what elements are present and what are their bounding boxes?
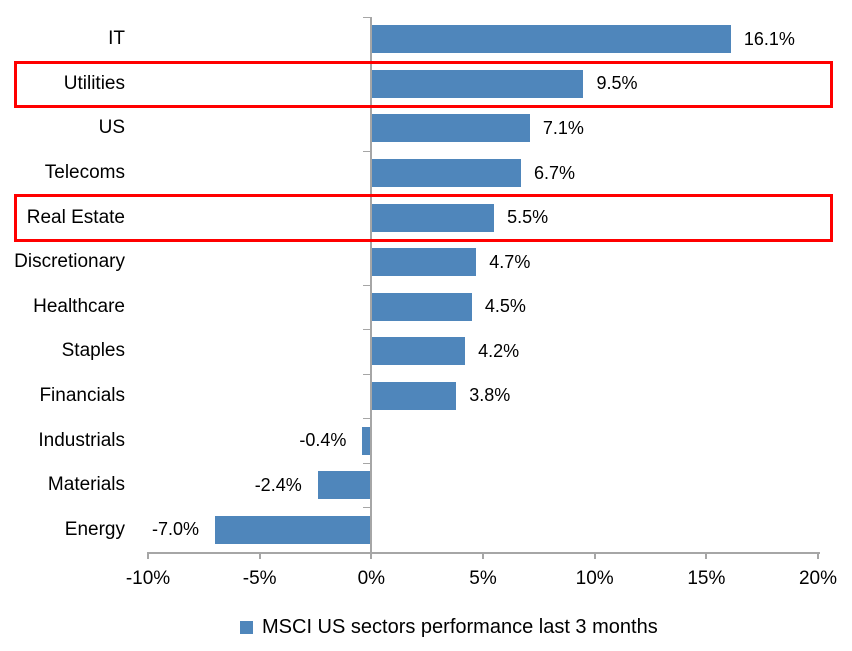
value-label: 3.8% bbox=[469, 385, 511, 406]
legend-marker-icon bbox=[240, 620, 253, 634]
x-axis-tick-label: 10% bbox=[575, 568, 614, 589]
category-label: Discretionary bbox=[14, 251, 125, 273]
value-label: 16.1% bbox=[743, 28, 795, 49]
bar bbox=[215, 515, 372, 544]
bar bbox=[371, 69, 584, 98]
category-label: Staples bbox=[61, 340, 125, 362]
x-axis-tick-label: 5% bbox=[469, 568, 497, 589]
value-label: 6.7% bbox=[533, 162, 575, 183]
y-axis-tick bbox=[363, 150, 372, 152]
chart-legend: MSCI US sectors performance last 3 month… bbox=[240, 615, 658, 639]
y-axis-tick bbox=[363, 329, 372, 331]
value-label: 4.2% bbox=[478, 340, 520, 361]
value-label: -0.4% bbox=[299, 430, 347, 451]
x-axis-tick-label: 0% bbox=[357, 568, 386, 589]
category-label: Telecoms bbox=[44, 162, 125, 184]
bar bbox=[371, 159, 521, 188]
bar bbox=[371, 381, 457, 410]
value-label: -7.0% bbox=[151, 519, 199, 540]
bar bbox=[371, 25, 731, 54]
category-label: US bbox=[98, 117, 125, 139]
y-axis-tick bbox=[363, 462, 372, 464]
x-axis-tick-label: 20% bbox=[798, 568, 838, 589]
x-axis-tick bbox=[147, 552, 149, 559]
value-label: 9.5% bbox=[596, 73, 638, 94]
x-axis-tick bbox=[817, 552, 819, 559]
bar bbox=[371, 292, 472, 321]
value-label: 4.5% bbox=[484, 296, 526, 317]
category-label: Healthcare bbox=[33, 295, 125, 317]
x-axis-tick-label: -5% bbox=[242, 568, 277, 589]
x-axis-tick-label: 15% bbox=[687, 568, 726, 589]
category-label: Utilities bbox=[63, 72, 125, 94]
x-axis-tick bbox=[370, 552, 373, 559]
highlight-box bbox=[14, 60, 833, 109]
x-axis-tick bbox=[482, 552, 484, 559]
y-axis-tick bbox=[363, 418, 372, 420]
bar bbox=[362, 426, 372, 455]
category-label: Materials bbox=[47, 474, 125, 496]
bar bbox=[371, 203, 495, 232]
bar bbox=[371, 337, 466, 366]
y-axis-line bbox=[370, 17, 373, 552]
bar bbox=[371, 248, 477, 277]
category-label: Energy bbox=[64, 518, 125, 540]
value-label: 5.5% bbox=[507, 207, 549, 228]
bar bbox=[371, 114, 530, 143]
highlight-box bbox=[14, 194, 833, 242]
y-axis-tick bbox=[363, 507, 372, 509]
value-label: 4.7% bbox=[489, 251, 531, 272]
x-axis-tick bbox=[705, 552, 708, 559]
category-label: Financials bbox=[39, 384, 125, 406]
y-axis-tick bbox=[363, 284, 372, 286]
legend-label: MSCI US sectors performance last 3 month… bbox=[262, 615, 658, 638]
value-label: -2.4% bbox=[254, 474, 302, 495]
category-label: Real Estate bbox=[26, 206, 125, 228]
category-label: IT bbox=[108, 28, 125, 50]
category-label: Industrials bbox=[38, 429, 125, 451]
y-axis-tick bbox=[363, 17, 372, 18]
x-axis-tick bbox=[258, 552, 261, 559]
x-axis-tick-label: -10% bbox=[125, 568, 171, 589]
x-axis-line bbox=[148, 552, 820, 554]
value-label: 7.1% bbox=[542, 117, 584, 138]
x-axis-tick bbox=[593, 552, 596, 559]
bar bbox=[317, 471, 372, 500]
y-axis-tick bbox=[363, 373, 372, 375]
